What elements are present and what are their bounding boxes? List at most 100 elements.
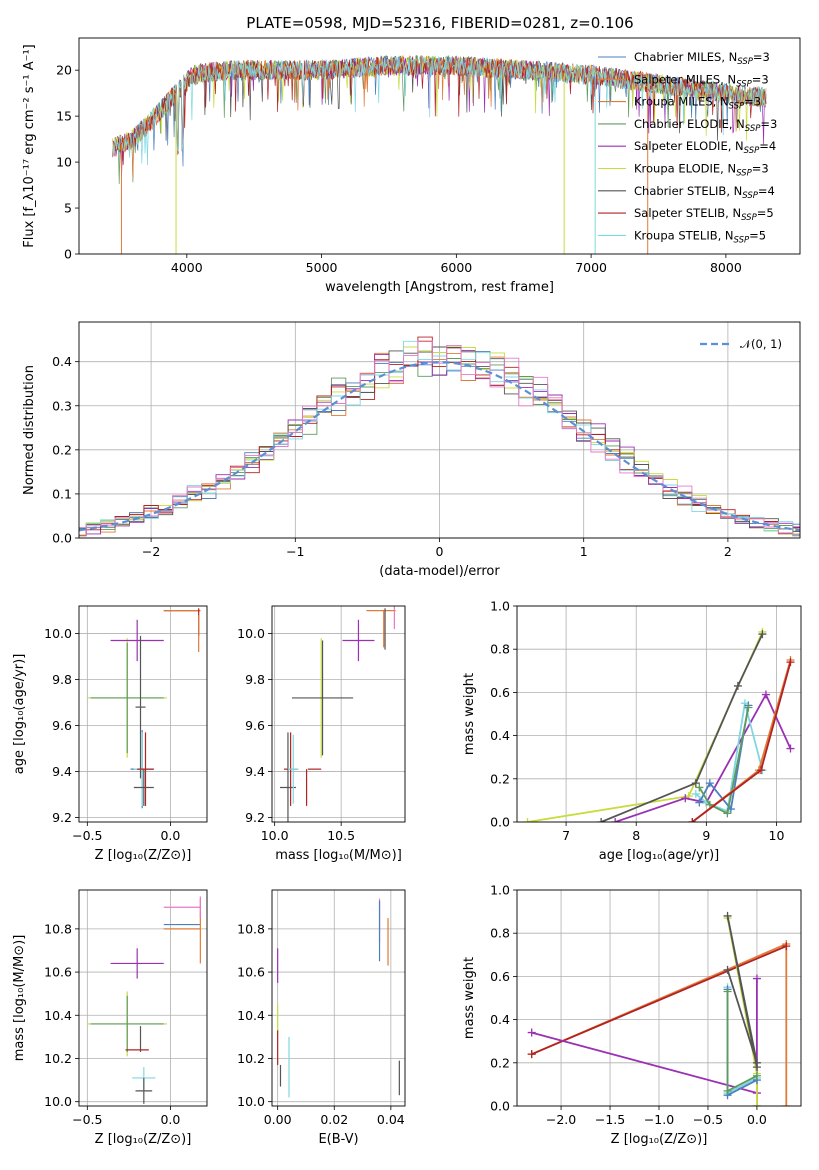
y-tick-label: 0.2 (490, 771, 510, 786)
series-lines (523, 627, 795, 822)
y-tick-label: 10.0 (44, 1094, 72, 1109)
y-tick-label: 10 (56, 155, 72, 170)
y-tick-label: 0.6 (490, 969, 510, 984)
y-tick-label: 0.2 (490, 1055, 510, 1070)
series-lines (527, 911, 791, 1106)
series-marker (782, 942, 791, 951)
x-tick-label: 0.0 (747, 1112, 767, 1127)
y-tick-label: 0.4 (52, 354, 72, 369)
legend-entry: Chabrier ELODIE, NSSP=3 (634, 117, 777, 134)
y-tick-label: 10.8 (237, 921, 265, 936)
mass_vs_Z-panel: −0.5 0.0 10.0 10.2 10.4 10.6 10.8 Z [log₁₀(Z/Z⊙… (12, 889, 208, 1147)
points (87, 608, 201, 809)
x-tick-label: 4000 (171, 260, 203, 275)
series-marker (752, 1102, 761, 1106)
x-tick-label: 0.04 (377, 1112, 405, 1127)
x-tick-label: 10 (769, 828, 785, 843)
y-tick-label: 15 (56, 109, 72, 124)
age_vs_mass-panel: 10.0 10.5 9.2 9.4 9.6 9.8 10.0 mass [log₁₀(M/M⊙… (237, 605, 406, 863)
y-tick-label: 20 (56, 63, 72, 78)
x-axis-label: Z [log₁₀(Z/Z⊙)] (611, 1132, 708, 1147)
y-tick-label: 10.4 (44, 1008, 72, 1023)
y-axis-label: mass weight (462, 673, 477, 755)
axes-frame (78, 321, 801, 539)
x-tick-label: 0.0 (160, 828, 180, 843)
legend-entry: Salpeter MILES, NSSP=3 (634, 72, 769, 89)
y-tick-label: 0.0 (52, 531, 72, 546)
x-tick-label: 0.00 (264, 1112, 292, 1127)
series-marker (691, 789, 700, 798)
series-marker (723, 911, 732, 920)
x-tick-label: −0.5 (72, 1112, 102, 1127)
series-marker (527, 1050, 536, 1059)
y-tick-label: 0.3 (52, 398, 72, 413)
y-tick-label: 0.8 (490, 642, 510, 657)
x-tick-label: 0.0 (160, 1112, 180, 1127)
x-tick-label: 7 (562, 828, 570, 843)
x-tick-label: 8 (632, 828, 640, 843)
series-marker (723, 1086, 732, 1095)
y-tick-label: 0.0 (490, 1099, 510, 1114)
series-marker (744, 703, 753, 712)
series-line (726, 915, 758, 1068)
y-tick-label: 9.6 (52, 718, 72, 733)
y-tick-label: 9.2 (245, 810, 265, 825)
x-tick-label: 5000 (306, 260, 338, 275)
axes-frame (516, 889, 802, 1107)
y-tick-label: 10.0 (237, 1094, 265, 1109)
x-axis-label: E(B-V) (318, 1132, 358, 1147)
y-tick-label: 0.0 (490, 815, 510, 830)
series-line (527, 631, 764, 822)
axes-frame (271, 889, 406, 1107)
series-line (531, 945, 787, 1056)
axes-frame (78, 605, 208, 823)
y-tick-label: 0.8 (490, 926, 510, 941)
y-tick-label: 1.0 (490, 883, 510, 898)
series-marker (752, 1063, 761, 1072)
series-marker (752, 1071, 761, 1080)
series-line (698, 705, 750, 812)
y-axis-label: Flux [f_λ10⁻¹⁷ erg cm⁻² s⁻¹ A⁻¹] (22, 44, 37, 248)
x-tick-label: 8000 (710, 260, 742, 275)
series-marker (733, 681, 742, 690)
y-tick-label: 10.6 (44, 965, 72, 980)
y-tick-label: 9.4 (52, 764, 72, 779)
series-marker (705, 779, 714, 788)
figure-title: PLATE=0598, MJD=52316, FIBERID=0281, z=0… (246, 14, 633, 32)
y-tick-label: 10.4 (237, 1008, 265, 1023)
x-axis-label: Z [log₁₀(Z/Z⊙)] (95, 848, 192, 863)
y-tick-label: 0.4 (490, 728, 510, 743)
series-line (600, 633, 764, 822)
series-marker (758, 630, 767, 639)
x-tick-label: −1.0 (644, 1112, 674, 1127)
x-tick-label: 0.02 (320, 1112, 348, 1127)
y-tick-label: 5 (64, 201, 72, 216)
series-marker (691, 779, 700, 788)
y-tick-label: 9.8 (52, 672, 72, 687)
y-tick-label: 0 (64, 247, 72, 262)
residuals-panel: −2 −1 0 1 2 0.0 0.1 0.2 0.3 0.4 (data-model)/error… (22, 321, 801, 579)
series-marker (527, 1028, 536, 1037)
series-line (531, 978, 758, 1106)
x-tick-label: 9 (702, 828, 710, 843)
points (279, 606, 396, 822)
hist-c3 (79, 358, 800, 537)
series-line (698, 707, 750, 815)
y-tick-label: 1.0 (490, 599, 510, 614)
x-tick-label: 6000 (440, 260, 472, 275)
x-tick-label: 1 (580, 544, 588, 559)
axes-frame (78, 37, 801, 255)
y-axis-label: mass [log₁₀(M/M⊙)] (12, 935, 27, 1062)
legend-entry: Chabrier STELIB, NSSP=4 (634, 184, 775, 201)
series-marker (695, 783, 704, 792)
y-tick-label: 10.8 (44, 921, 72, 936)
hist-c8 (79, 340, 800, 536)
x-axis-label: mass [log₁₀(M/M⊙)] (275, 848, 402, 863)
y-tick-label: 10.2 (237, 1051, 265, 1066)
weight_vs_Z-panel: −2.0 −1.5 −1.0 −0.5 0.0 0.0 0.2 0.4 0.6 0.8 1.0 Z [… (462, 883, 802, 1147)
x-tick-label: 2 (724, 544, 732, 559)
hist-c4 (79, 347, 800, 535)
series-marker (695, 798, 704, 807)
points (277, 898, 400, 1098)
